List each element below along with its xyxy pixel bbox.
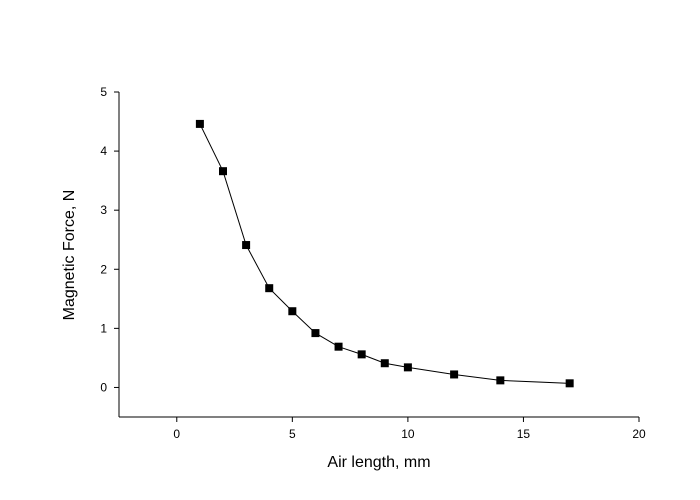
data-point [565, 379, 574, 388]
data-point [265, 284, 274, 293]
data-point [496, 376, 505, 385]
y-axis-label: Magnetic Force, N [61, 190, 78, 321]
y-tick-label: 1 [100, 321, 107, 335]
data-point [357, 350, 366, 359]
data-point [219, 167, 227, 176]
data-point [242, 241, 251, 250]
y-tick-label: 0 [100, 380, 107, 394]
data-point [195, 119, 204, 128]
data-point [311, 329, 320, 338]
x-tick-label: 0 [173, 427, 180, 441]
data-point [450, 370, 459, 379]
x-tick-label: 20 [632, 427, 646, 441]
x-tick-label: 5 [289, 427, 296, 441]
x-axis-label: Air length, mm [327, 454, 430, 471]
y-tick-label: 3 [100, 203, 107, 217]
data-point [380, 359, 389, 368]
y-tick-label: 5 [100, 85, 107, 99]
data-point [334, 342, 343, 351]
data-point [403, 363, 412, 372]
x-tick-label: 15 [517, 427, 531, 441]
y-tick-label: 4 [100, 144, 107, 158]
y-tick-label: 2 [100, 262, 107, 276]
data-point [288, 307, 297, 316]
x-tick-label: 10 [401, 427, 415, 441]
